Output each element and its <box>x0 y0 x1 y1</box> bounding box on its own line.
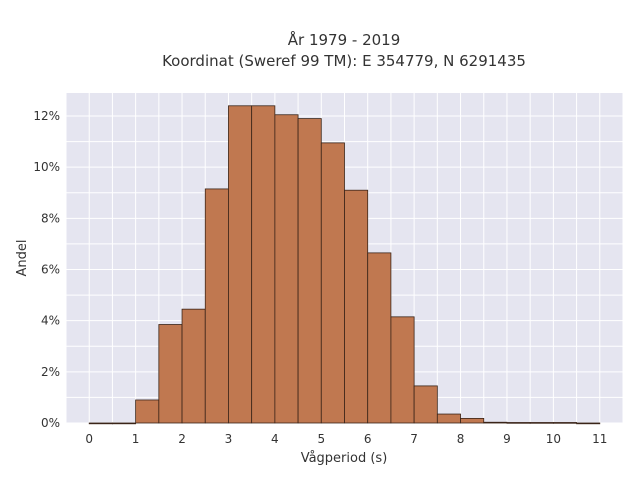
y-tick-label: 4% <box>41 314 60 328</box>
histogram-bar <box>390 316 415 424</box>
histogram-bar <box>181 308 206 424</box>
x-tick-label: 4 <box>271 432 279 446</box>
histogram-bar <box>367 252 392 424</box>
x-tick-label: 1 <box>132 432 140 446</box>
histogram-bar <box>506 422 531 424</box>
histogram-bar <box>552 422 577 424</box>
chart-title-line1: År 1979 - 2019 <box>288 30 401 49</box>
x-tick-label: 5 <box>317 432 325 446</box>
histogram-bar <box>297 118 322 424</box>
histogram-bar <box>576 422 601 425</box>
x-tick-label: 8 <box>457 432 465 446</box>
y-tick-label: 12% <box>33 109 60 123</box>
x-tick-label: 11 <box>592 432 607 446</box>
x-tick-label: 6 <box>364 432 372 446</box>
y-tick-label: 6% <box>41 263 60 277</box>
x-tick-label: 3 <box>225 432 233 446</box>
y-tick-labels: 0% 2% 4% 6% 8% 10% 12% <box>33 109 60 430</box>
histogram-bar <box>320 142 345 424</box>
x-tick-label: 9 <box>503 432 511 446</box>
histogram-bar <box>483 421 508 424</box>
y-tick-label: 10% <box>33 160 60 174</box>
x-tick-label: 10 <box>546 432 561 446</box>
histogram-bar <box>529 422 554 424</box>
x-tick-labels: 0 1 2 3 4 5 6 7 8 9 10 11 <box>85 432 607 446</box>
histogram-bar <box>274 114 299 424</box>
histogram-bar <box>344 189 369 424</box>
histogram-bar <box>158 324 183 424</box>
histogram-bar <box>112 422 137 425</box>
x-axis-label: Vågperiod (s) <box>301 451 388 466</box>
y-axis-label: Andel <box>15 240 30 277</box>
x-tick-label: 7 <box>410 432 418 446</box>
histogram-bar <box>460 417 485 424</box>
y-tick-label: 2% <box>41 365 60 379</box>
y-tick-label: 8% <box>41 211 60 225</box>
histogram-bar <box>204 188 229 424</box>
y-tick-label: 0% <box>41 416 60 430</box>
histogram-bar <box>413 385 438 424</box>
x-tick-label: 2 <box>178 432 186 446</box>
x-tick-label: 0 <box>85 432 93 446</box>
histogram-bar <box>251 105 276 424</box>
histogram-bar <box>228 105 253 424</box>
chart-title-line2: Koordinat (Sweref 99 TM): E 354779, N 62… <box>162 52 526 70</box>
histogram-bar <box>436 413 461 424</box>
histogram-bar <box>88 422 113 425</box>
bars <box>88 105 601 425</box>
histogram-bar <box>135 399 160 424</box>
